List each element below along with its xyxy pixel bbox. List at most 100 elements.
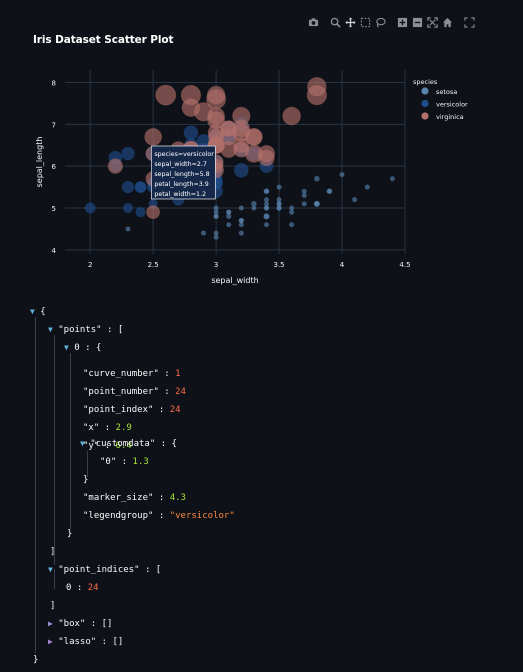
data-point[interactable]: [213, 230, 219, 236]
json-close-line: ]: [50, 601, 56, 611]
data-point[interactable]: [146, 205, 161, 220]
legend-item-versicolor[interactable]: versicolor: [421, 99, 468, 109]
data-point[interactable]: [226, 222, 232, 228]
legend-item-virginica[interactable]: virginica: [421, 112, 464, 121]
pan-icon[interactable]: [344, 16, 356, 28]
json-close-line: ]: [50, 547, 56, 557]
data-point[interactable]: [364, 184, 370, 190]
chart-title: Iris Dataset Scatter Plot: [33, 34, 174, 46]
json-points-line[interactable]: ▼ "points" : [: [48, 325, 124, 335]
y-tick-label: 4: [52, 247, 57, 255]
data-point[interactable]: [226, 209, 232, 215]
y-tick-label: 7: [52, 121, 56, 129]
data-point[interactable]: [326, 188, 333, 194]
data-point[interactable]: [125, 226, 131, 232]
data-point[interactable]: [233, 162, 249, 178]
x-tick-label: 2.5: [148, 261, 159, 269]
lasso-select-icon[interactable]: [374, 16, 386, 28]
data-point[interactable]: [288, 209, 295, 215]
data-point[interactable]: [84, 202, 96, 214]
data-point[interactable]: [282, 106, 302, 126]
data-point[interactable]: [122, 202, 134, 214]
caret-right-icon[interactable]: ▶: [48, 619, 53, 628]
data-point[interactable]: [263, 201, 270, 207]
json-key: "lasso": [58, 637, 97, 647]
caret-down-icon[interactable]: ▼: [48, 565, 53, 574]
tooltip-line: sepal_width=2.7: [154, 161, 207, 168]
zoom-out-icon[interactable]: [411, 16, 423, 28]
data-point[interactable]: [313, 175, 320, 182]
data-point[interactable]: [314, 200, 320, 207]
json-value: 6.4: [115, 441, 132, 451]
data-point[interactable]: [288, 222, 295, 228]
data-point[interactable]: [263, 222, 270, 228]
autoscale-icon[interactable]: [426, 16, 438, 28]
data-point[interactable]: [207, 107, 226, 125]
data-point[interactable]: [276, 196, 282, 203]
json-key: "point_number": [83, 387, 159, 397]
json-root-line[interactable]: ▼ {: [30, 307, 46, 317]
data-point[interactable]: [181, 98, 201, 117]
data-point[interactable]: [301, 201, 307, 207]
data-point[interactable]: [251, 205, 257, 211]
data-point[interactable]: [301, 192, 307, 199]
data-point[interactable]: [258, 149, 275, 167]
data-point[interactable]: [121, 180, 135, 194]
scatter-plot[interactable]: 4 5 6 7 8 2 2.5 3 3.5 4 4.5 sepal_width sepal_length…: [0, 0, 523, 290]
json-item-line[interactable]: ▼ 0 : {: [64, 343, 102, 353]
data-point[interactable]: [238, 230, 244, 236]
data-point[interactable]: [213, 213, 219, 220]
json-key: "customdata": [90, 439, 156, 449]
legend-label: versicolor: [436, 101, 468, 109]
json-close-line: }: [33, 655, 39, 665]
data-point[interactable]: [206, 85, 226, 105]
data-point[interactable]: [134, 181, 147, 193]
json-lasso-line[interactable]: ▶ "lasso" : []: [48, 637, 124, 647]
caret-down-icon[interactable]: ▼: [30, 307, 35, 316]
caret-down-icon[interactable]: ▼: [80, 439, 85, 448]
data-point[interactable]: [263, 188, 270, 194]
zoom-icon[interactable]: [329, 16, 341, 28]
legend-marker: [421, 112, 429, 120]
json-value: 24: [87, 583, 99, 593]
caret-down-icon[interactable]: ▼: [48, 325, 53, 334]
json-marker-size-line: "marker_size" : 4.3: [83, 493, 186, 503]
data-point[interactable]: [107, 158, 124, 174]
data-point[interactable]: [276, 184, 282, 190]
data-point[interactable]: [339, 171, 345, 178]
json-box-line[interactable]: ▶ "box" : []: [48, 619, 113, 629]
data-point[interactable]: [135, 206, 146, 218]
data-point[interactable]: [238, 222, 244, 228]
series-setosa: [125, 171, 396, 240]
box-select-icon[interactable]: [359, 16, 371, 28]
legend-item-setosa[interactable]: setosa: [421, 87, 457, 96]
zoom-in-icon[interactable]: [396, 16, 408, 28]
data-point[interactable]: [263, 213, 270, 220]
json-customdata-line[interactable]: ▼ "customdata" : {: [80, 439, 177, 449]
data-point[interactable]: [389, 176, 396, 182]
data-point[interactable]: [245, 128, 263, 146]
x-tick-label: 3: [214, 261, 218, 269]
data-point[interactable]: [121, 146, 135, 161]
camera-icon[interactable]: [307, 16, 319, 28]
data-point[interactable]: [307, 76, 327, 97]
data-point[interactable]: [276, 205, 282, 211]
data-point[interactable]: [351, 196, 358, 203]
json-point-indices-line[interactable]: ▼ "point_indices" : [: [48, 565, 162, 575]
json-key: "points": [58, 325, 102, 335]
reset-axes-icon[interactable]: [441, 16, 453, 28]
caret-down-icon[interactable]: ▼: [64, 343, 69, 352]
data-point[interactable]: [183, 125, 199, 141]
data-point[interactable]: [232, 106, 251, 126]
caret-right-icon[interactable]: ▶: [48, 637, 53, 646]
data-point[interactable]: [238, 205, 244, 211]
json-field-line: "point_index" : 24: [83, 405, 181, 415]
tooltip-line: petal_width=1.2: [154, 191, 206, 198]
json-key: "point_indices": [58, 565, 140, 575]
data-point[interactable]: [144, 127, 163, 146]
json-field-line: "x" : 2.9: [83, 423, 132, 433]
data-point[interactable]: [213, 205, 219, 211]
fullscreen-icon[interactable]: [463, 16, 475, 28]
data-point[interactable]: [200, 230, 207, 236]
data-point[interactable]: [155, 84, 177, 106]
